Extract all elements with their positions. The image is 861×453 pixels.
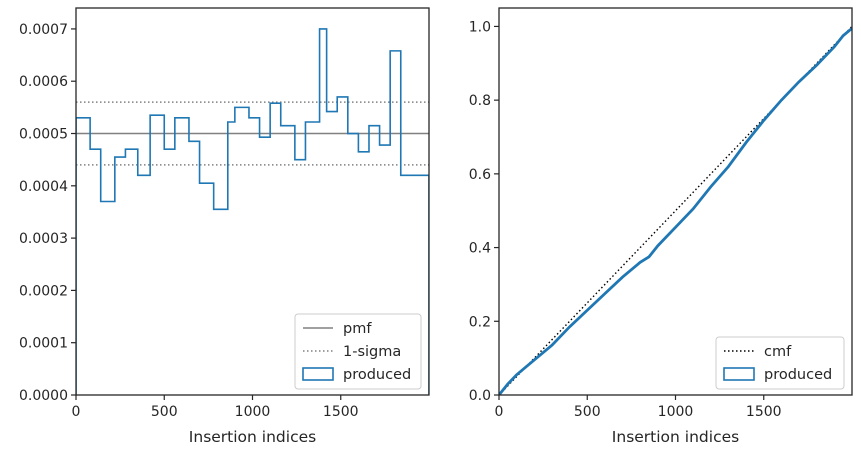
histogram-step-produced bbox=[76, 28, 429, 395]
legend-label: produced bbox=[764, 367, 832, 383]
legend-label: 1-sigma bbox=[343, 344, 401, 360]
x-tick-label: 500 bbox=[151, 404, 178, 420]
x-tick-label: 1500 bbox=[323, 404, 359, 420]
y-tick-label: 0.0001 bbox=[19, 336, 68, 352]
legend-label: produced bbox=[343, 367, 411, 383]
y-tick-label: 0.0006 bbox=[19, 74, 68, 90]
y-tick-label: 0.6 bbox=[469, 167, 491, 183]
x-tick-label: 0 bbox=[72, 404, 81, 420]
y-tick-label: 0.4 bbox=[469, 241, 491, 257]
legend-label: pmf bbox=[343, 321, 372, 337]
histogram-panel: 0 500 1000 1500 0.0000 0.0001 0.0002 0.0003 0.00… bbox=[19, 7, 430, 446]
y-tick-label: 0.0003 bbox=[19, 231, 68, 247]
x-tick-label: 1500 bbox=[746, 404, 782, 420]
legend: pmf 1-sigma produced bbox=[294, 313, 422, 390]
x-axis-label: Insertion indices bbox=[189, 428, 316, 446]
y-tick-label: 0.0002 bbox=[19, 283, 68, 299]
legend-label: cmf bbox=[764, 344, 792, 360]
series-line-produced bbox=[499, 27, 852, 395]
y-tick-label: 0.2 bbox=[469, 314, 491, 330]
y-tick-label: 0.0 bbox=[469, 388, 491, 404]
y-tick-label: 0.8 bbox=[469, 93, 491, 109]
legend-patch-produced bbox=[302, 367, 334, 381]
x-tick-label: 1000 bbox=[235, 404, 271, 420]
x-tick-label: 0 bbox=[495, 404, 504, 420]
cumulative-panel: 0 500 1000 1500 0.0 0.2 0.4 0.6 0.8 1.0 Insertion … bbox=[469, 7, 853, 446]
plot-area bbox=[76, 28, 429, 395]
legend-box bbox=[715, 336, 845, 390]
y-tick-label: 1.0 bbox=[469, 19, 491, 35]
x-tick-label: 500 bbox=[574, 404, 601, 420]
legend-box bbox=[294, 313, 422, 390]
y-tick-label: 0.0000 bbox=[19, 388, 68, 404]
x-tick-label: 1000 bbox=[658, 404, 694, 420]
y-tick-label: 0.0005 bbox=[19, 127, 68, 143]
legend-patch-produced bbox=[723, 367, 755, 381]
x-axis-label: Insertion indices bbox=[612, 428, 739, 446]
y-tick-label: 0.0004 bbox=[19, 179, 68, 195]
legend: cmf produced bbox=[715, 336, 845, 390]
plot-area bbox=[499, 25, 852, 395]
y-tick-label: 0.0007 bbox=[19, 22, 68, 38]
